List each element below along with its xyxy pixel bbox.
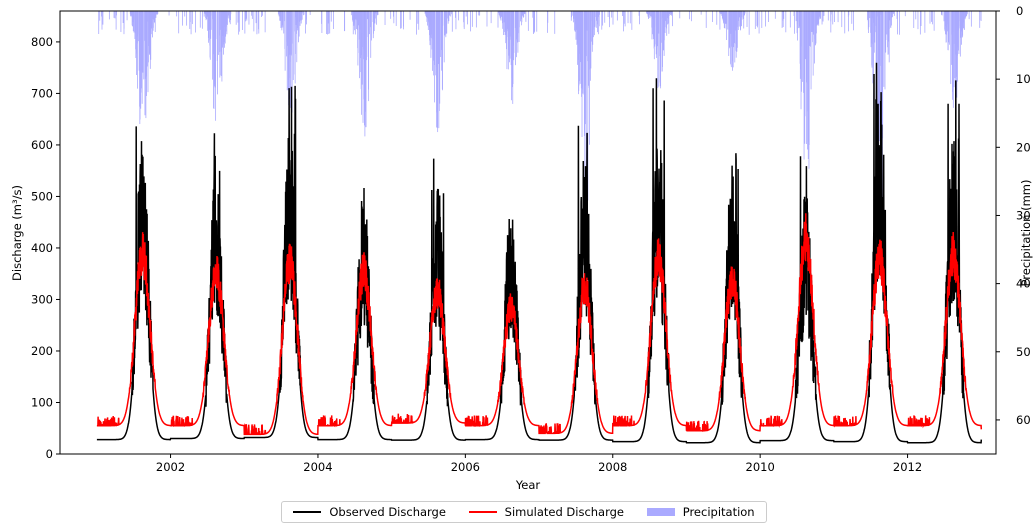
y-axis-right: 0 10 20 30 40 50 60	[996, 4, 1031, 427]
y-tick-label: 300	[31, 292, 53, 306]
x-axis: 2002 2004 2006 2008 2010 2012	[156, 454, 922, 474]
legend-item-precipitation: Precipitation	[646, 505, 755, 519]
simulated-swatch	[468, 511, 497, 513]
y-tick-label: 0	[46, 447, 53, 461]
x-tick-label: 2012	[893, 460, 922, 474]
y2-tick-label: 50	[1016, 345, 1031, 359]
y-tick-label: 200	[31, 344, 53, 358]
x-axis-label: Year	[515, 478, 541, 492]
precipitation-series	[98, 11, 982, 206]
y-tick-label: 700	[31, 86, 53, 100]
simulated-discharge-line	[96, 213, 983, 436]
y2-tick-label: 40	[1016, 277, 1031, 291]
x-tick-label: 2002	[156, 460, 185, 474]
x-tick-label: 2004	[303, 460, 332, 474]
x-tick-label: 2006	[451, 460, 480, 474]
observed-discharge-line	[96, 62, 983, 444]
y-tick-label: 100	[31, 395, 53, 409]
legend-item-observed: Observed Discharge	[293, 505, 446, 519]
y2-tick-label: 30	[1016, 208, 1031, 222]
y2-tick-label: 60	[1016, 413, 1031, 427]
legend-label-simulated: Simulated Discharge	[504, 505, 625, 519]
y-axis-label: Discharge (m³/s)	[10, 185, 24, 281]
y2-axis-label: Precipitation (mm)	[1019, 180, 1033, 287]
y-tick-label: 600	[31, 138, 53, 152]
legend-item-simulated: Simulated Discharge	[468, 505, 625, 519]
y-axis-left: 0 100 200 300 400 500 600 700 800	[31, 35, 60, 461]
precipitation-swatch	[646, 508, 675, 516]
legend: Observed Discharge Simulated Discharge P…	[281, 501, 767, 523]
y-tick-label: 500	[31, 189, 53, 203]
y-tick-label: 400	[31, 241, 53, 255]
x-tick-label: 2008	[598, 460, 627, 474]
observed-swatch	[293, 511, 322, 513]
y-tick-label: 800	[31, 35, 53, 49]
legend-label-precipitation: Precipitation	[682, 505, 755, 519]
y2-tick-label: 0	[1016, 4, 1023, 18]
plot-frame	[59, 10, 997, 455]
discharge-series	[96, 62, 983, 444]
y2-tick-label: 10	[1016, 72, 1031, 86]
legend-label-observed: Observed Discharge	[329, 505, 446, 519]
x-tick-label: 2010	[746, 460, 775, 474]
y2-tick-label: 20	[1016, 140, 1031, 154]
